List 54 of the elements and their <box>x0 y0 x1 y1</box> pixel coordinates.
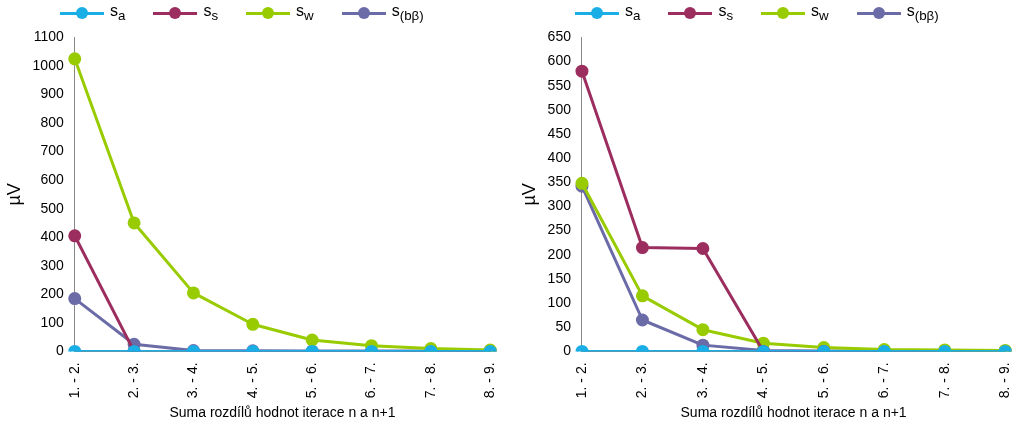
x-tick-label: 3. - 4. <box>693 362 710 399</box>
legend-label: s$_{a}$ <box>110 2 126 24</box>
y-tick-label: 600 <box>40 170 64 187</box>
legend-label: s$_{(bβ)}$ <box>906 2 939 24</box>
y-tick-label: 900 <box>40 85 64 102</box>
legend-label: s$_{a}$ <box>625 2 641 24</box>
x-tick-label: 7. - 8. <box>421 362 438 399</box>
y-tick-label: 550 <box>547 76 572 93</box>
y-tick-label: 500 <box>40 199 64 216</box>
x-tick-label: 5. - 6. <box>814 362 831 399</box>
x-tick-label: 2. - 3. <box>124 362 141 399</box>
y-tick-label: 150 <box>547 269 572 286</box>
y-tick-label: 100 <box>40 313 64 330</box>
x-tick-label: 3. - 4. <box>184 362 201 399</box>
y-tick-label: 0 <box>55 342 64 359</box>
x-tick-label: 6. - 7. <box>362 362 379 399</box>
y-tick-label: 1000 <box>32 56 64 73</box>
x-tick-label: 6. - 7. <box>875 362 892 399</box>
y-tick-label: 600 <box>547 52 572 69</box>
x-tick-label: 1. - 2. <box>572 362 589 399</box>
x-tick-label: 8. - 9. <box>996 362 1013 399</box>
y-tick-label: 200 <box>40 285 64 302</box>
x-tick-label: 4. - 5. <box>754 362 771 399</box>
legend-label: s$_{s}$ <box>718 2 734 24</box>
y-tick-label: 200 <box>547 245 572 262</box>
x-tick-label: 5. - 6. <box>303 362 320 399</box>
legend-label: s$_{w}$ <box>296 2 314 24</box>
y-tick-label: 800 <box>40 113 64 130</box>
y-tick-label: 0 <box>563 342 572 359</box>
legend-label: s$_{w}$ <box>811 2 829 24</box>
y-tick-label: 250 <box>547 221 572 238</box>
legend-label: s$_{s}$ <box>203 2 219 24</box>
x-axis-title: Suma rozdílů hodnot iterace n a n+1 <box>169 404 396 421</box>
y-tick-label: 400 <box>547 149 572 166</box>
y-tick-label: 650 <box>547 28 572 45</box>
legend-label: s$_{(bβ)}$ <box>391 2 424 24</box>
x-axis-title: Suma rozdílů hodnot iterace n a n+1 <box>680 404 907 421</box>
y-tick-label: 1100 <box>33 28 64 45</box>
y-tick-label: 300 <box>547 197 572 214</box>
y-tick-label: 50 <box>555 318 572 335</box>
y-tick-label: 700 <box>40 142 64 159</box>
x-tick-label: 8. - 9. <box>481 362 498 399</box>
x-tick-label: 2. - 3. <box>633 362 650 399</box>
y-axis-title: µV <box>518 183 539 206</box>
y-tick-label: 350 <box>547 173 572 190</box>
y-tick-label: 300 <box>40 256 64 273</box>
y-tick-label: 450 <box>547 124 572 141</box>
x-tick-label: 7. - 8. <box>935 362 952 399</box>
y-tick-label: 100 <box>547 293 572 310</box>
x-tick-label: 4. - 5. <box>243 362 260 399</box>
y-axis-title: µV <box>3 183 24 206</box>
y-tick-label: 500 <box>547 100 572 117</box>
x-tick-label: 1. - 2. <box>65 362 82 399</box>
y-tick-label: 400 <box>40 228 64 245</box>
